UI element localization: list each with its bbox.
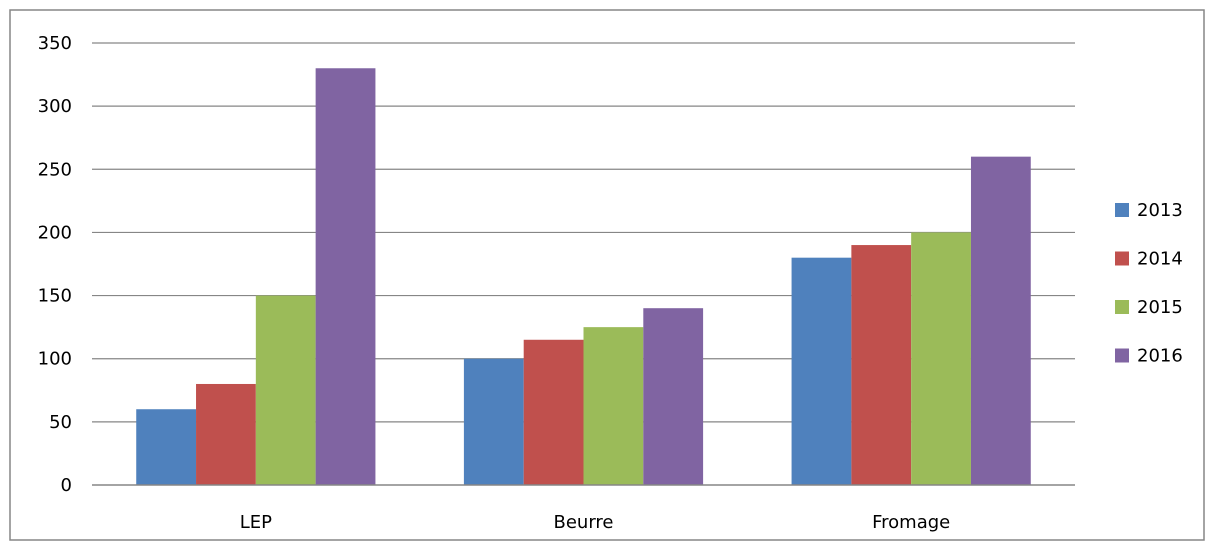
bar-lep-2015 (255, 295, 316, 485)
legend-swatch-2015 (1115, 300, 1129, 314)
x-category-label: Fromage (872, 512, 950, 533)
y-tick-label: 250 (38, 159, 72, 180)
bar-beurre-2016 (643, 308, 704, 485)
x-category-label: LEP (240, 512, 272, 533)
bars (136, 68, 1031, 485)
y-tick-label: 100 (38, 349, 72, 370)
legend-swatch-2016 (1115, 348, 1129, 363)
y-tick-label: 150 (38, 286, 72, 307)
y-axis-tick-labels: 0 50 100 150 200 250 300 350 (38, 33, 72, 496)
bar-beurre-2015 (583, 327, 644, 485)
legend-label: 2014 (1137, 249, 1183, 270)
bar-lep-2016 (315, 68, 376, 485)
y-tick-label: 0 (61, 475, 72, 496)
legend-label: 2016 (1137, 346, 1183, 367)
bar-lep-2013 (136, 409, 197, 485)
legend-swatch-2014 (1115, 251, 1129, 266)
legend-swatch-2013 (1115, 203, 1129, 217)
y-tick-label: 200 (38, 222, 72, 243)
x-category-label: Beurre (554, 512, 614, 533)
bar-beurre-2013 (463, 358, 524, 485)
x-axis-category-labels: LEP Beurre Fromage (240, 512, 951, 533)
bar-fromage-2013 (791, 257, 852, 485)
legend: 2013 2014 2015 2016 (1115, 200, 1183, 367)
bar-fromage-2015 (911, 232, 971, 485)
bar-fromage-2016 (970, 156, 1031, 485)
legend-label: 2015 (1137, 297, 1183, 318)
y-tick-label: 300 (38, 96, 72, 117)
y-tick-label: 350 (38, 33, 72, 54)
legend-label: 2013 (1137, 200, 1183, 221)
y-tick-label: 50 (49, 412, 72, 433)
bar-lep-2014 (196, 383, 256, 485)
bar-fromage-2014 (851, 245, 912, 485)
bar-beurre-2014 (523, 339, 584, 485)
